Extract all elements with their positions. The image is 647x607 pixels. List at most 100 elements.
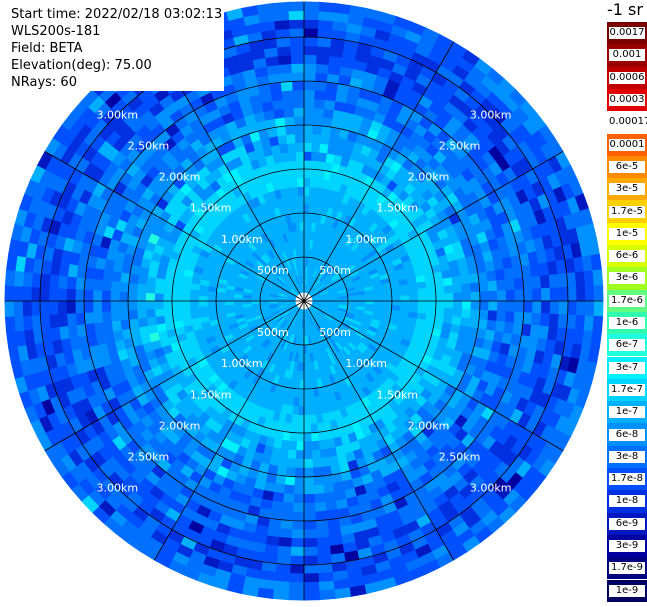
colorbar-cell: 1.7e-7	[607, 378, 647, 402]
range-bin	[288, 440, 297, 451]
range-bin	[110, 280, 121, 292]
range-bin	[13, 315, 25, 332]
range-bin	[532, 300, 542, 314]
range-bin	[31, 314, 42, 330]
range-bin	[279, 72, 293, 83]
range-bin	[504, 311, 516, 324]
ring-label: 2.50km	[128, 451, 170, 464]
range-bin	[323, 491, 337, 503]
range-bin	[318, 589, 336, 601]
range-bin	[303, 98, 315, 109]
range-bin	[303, 370, 309, 381]
range-bin	[303, 537, 318, 548]
range-bin	[277, 54, 292, 66]
range-bin	[539, 313, 551, 328]
range-bin	[592, 315, 604, 333]
range-bin	[295, 142, 305, 152]
colorbar-label: 0.0006	[609, 71, 645, 84]
range-bin	[417, 287, 428, 296]
range-bin	[494, 320, 506, 334]
range-bin	[277, 536, 292, 548]
range-bin	[189, 306, 200, 314]
ring-label: 1.50km	[377, 202, 419, 215]
range-bin	[504, 278, 516, 291]
range-bin	[303, 159, 312, 170]
range-bin	[303, 186, 311, 196]
ring-labels: 500m 500m 500m 500m 1.00km 1.00km 1.00km 1.00km…	[97, 108, 512, 494]
range-bin	[145, 284, 156, 294]
range-bin	[293, 476, 305, 487]
colorbar-label: 1e-5	[609, 227, 645, 240]
range-bin	[296, 168, 305, 179]
range-bin	[136, 300, 147, 311]
range-bin	[303, 555, 319, 566]
range-bin	[322, 108, 335, 119]
range-bin	[324, 90, 338, 102]
ring-label: 500m	[257, 326, 289, 339]
range-bin	[322, 483, 335, 494]
colorbar-label: 6e-6	[609, 250, 645, 263]
range-bin	[181, 312, 192, 321]
ring-label: 1.00km	[345, 233, 387, 246]
colorbar-cell: 1.7e-6	[607, 289, 647, 312]
range-bin	[276, 45, 292, 57]
range-bin	[292, 89, 305, 100]
range-bin	[514, 300, 525, 313]
range-bin	[453, 292, 463, 302]
range-bin	[488, 300, 498, 312]
range-bin	[128, 273, 140, 284]
range-bin	[303, 485, 315, 495]
range-bin	[303, 458, 314, 469]
range-bin	[479, 300, 490, 312]
range-bin	[310, 160, 320, 171]
range-bin	[417, 300, 428, 308]
station-id: WLS200s-181	[11, 24, 101, 39]
range-bin	[382, 296, 393, 302]
range-bin	[315, 413, 324, 424]
range-bin	[317, 431, 327, 442]
range-bin	[303, 520, 317, 531]
range-bin	[294, 133, 305, 144]
range-bin	[319, 448, 330, 459]
range-bin	[321, 125, 332, 137]
range-bin	[373, 292, 384, 298]
range-bin	[285, 466, 296, 478]
range-bin	[66, 288, 76, 302]
range-bin	[391, 290, 402, 297]
range-bin	[145, 308, 156, 318]
colorbar-label: 1.7e-8	[609, 473, 645, 486]
range-bin	[296, 423, 305, 434]
ring-label: 3.00km	[470, 108, 512, 121]
range-bin	[479, 290, 490, 302]
range-bin	[303, 379, 309, 390]
range-bin	[40, 273, 51, 288]
range-bin	[92, 289, 103, 302]
range-bin	[274, 116, 286, 128]
range-bin	[557, 273, 568, 288]
range-bin	[311, 133, 322, 144]
range-bin	[303, 564, 319, 575]
range-bin	[279, 519, 293, 530]
range-bin	[286, 133, 297, 144]
range-bin	[83, 277, 95, 291]
range-bin	[303, 590, 321, 601]
range-bin	[574, 314, 586, 331]
colorbar-label: 1e-7	[609, 406, 645, 419]
range-bin	[39, 286, 50, 302]
range-bin	[276, 37, 291, 48]
range-bin	[296, 432, 305, 443]
range-bin	[145, 292, 155, 302]
azimuth-spoke	[44, 300, 305, 451]
range-bin	[461, 308, 472, 319]
range-bin	[189, 294, 199, 302]
range-bin	[303, 124, 314, 135]
range-bin	[313, 98, 326, 109]
range-bin	[290, 177, 299, 188]
range-bin	[434, 285, 445, 295]
range-bin	[477, 319, 489, 331]
range-bin	[317, 19, 334, 31]
range-bin	[288, 19, 305, 29]
range-bin	[303, 353, 308, 363]
range-bin	[313, 493, 326, 504]
range-bin	[295, 450, 305, 460]
